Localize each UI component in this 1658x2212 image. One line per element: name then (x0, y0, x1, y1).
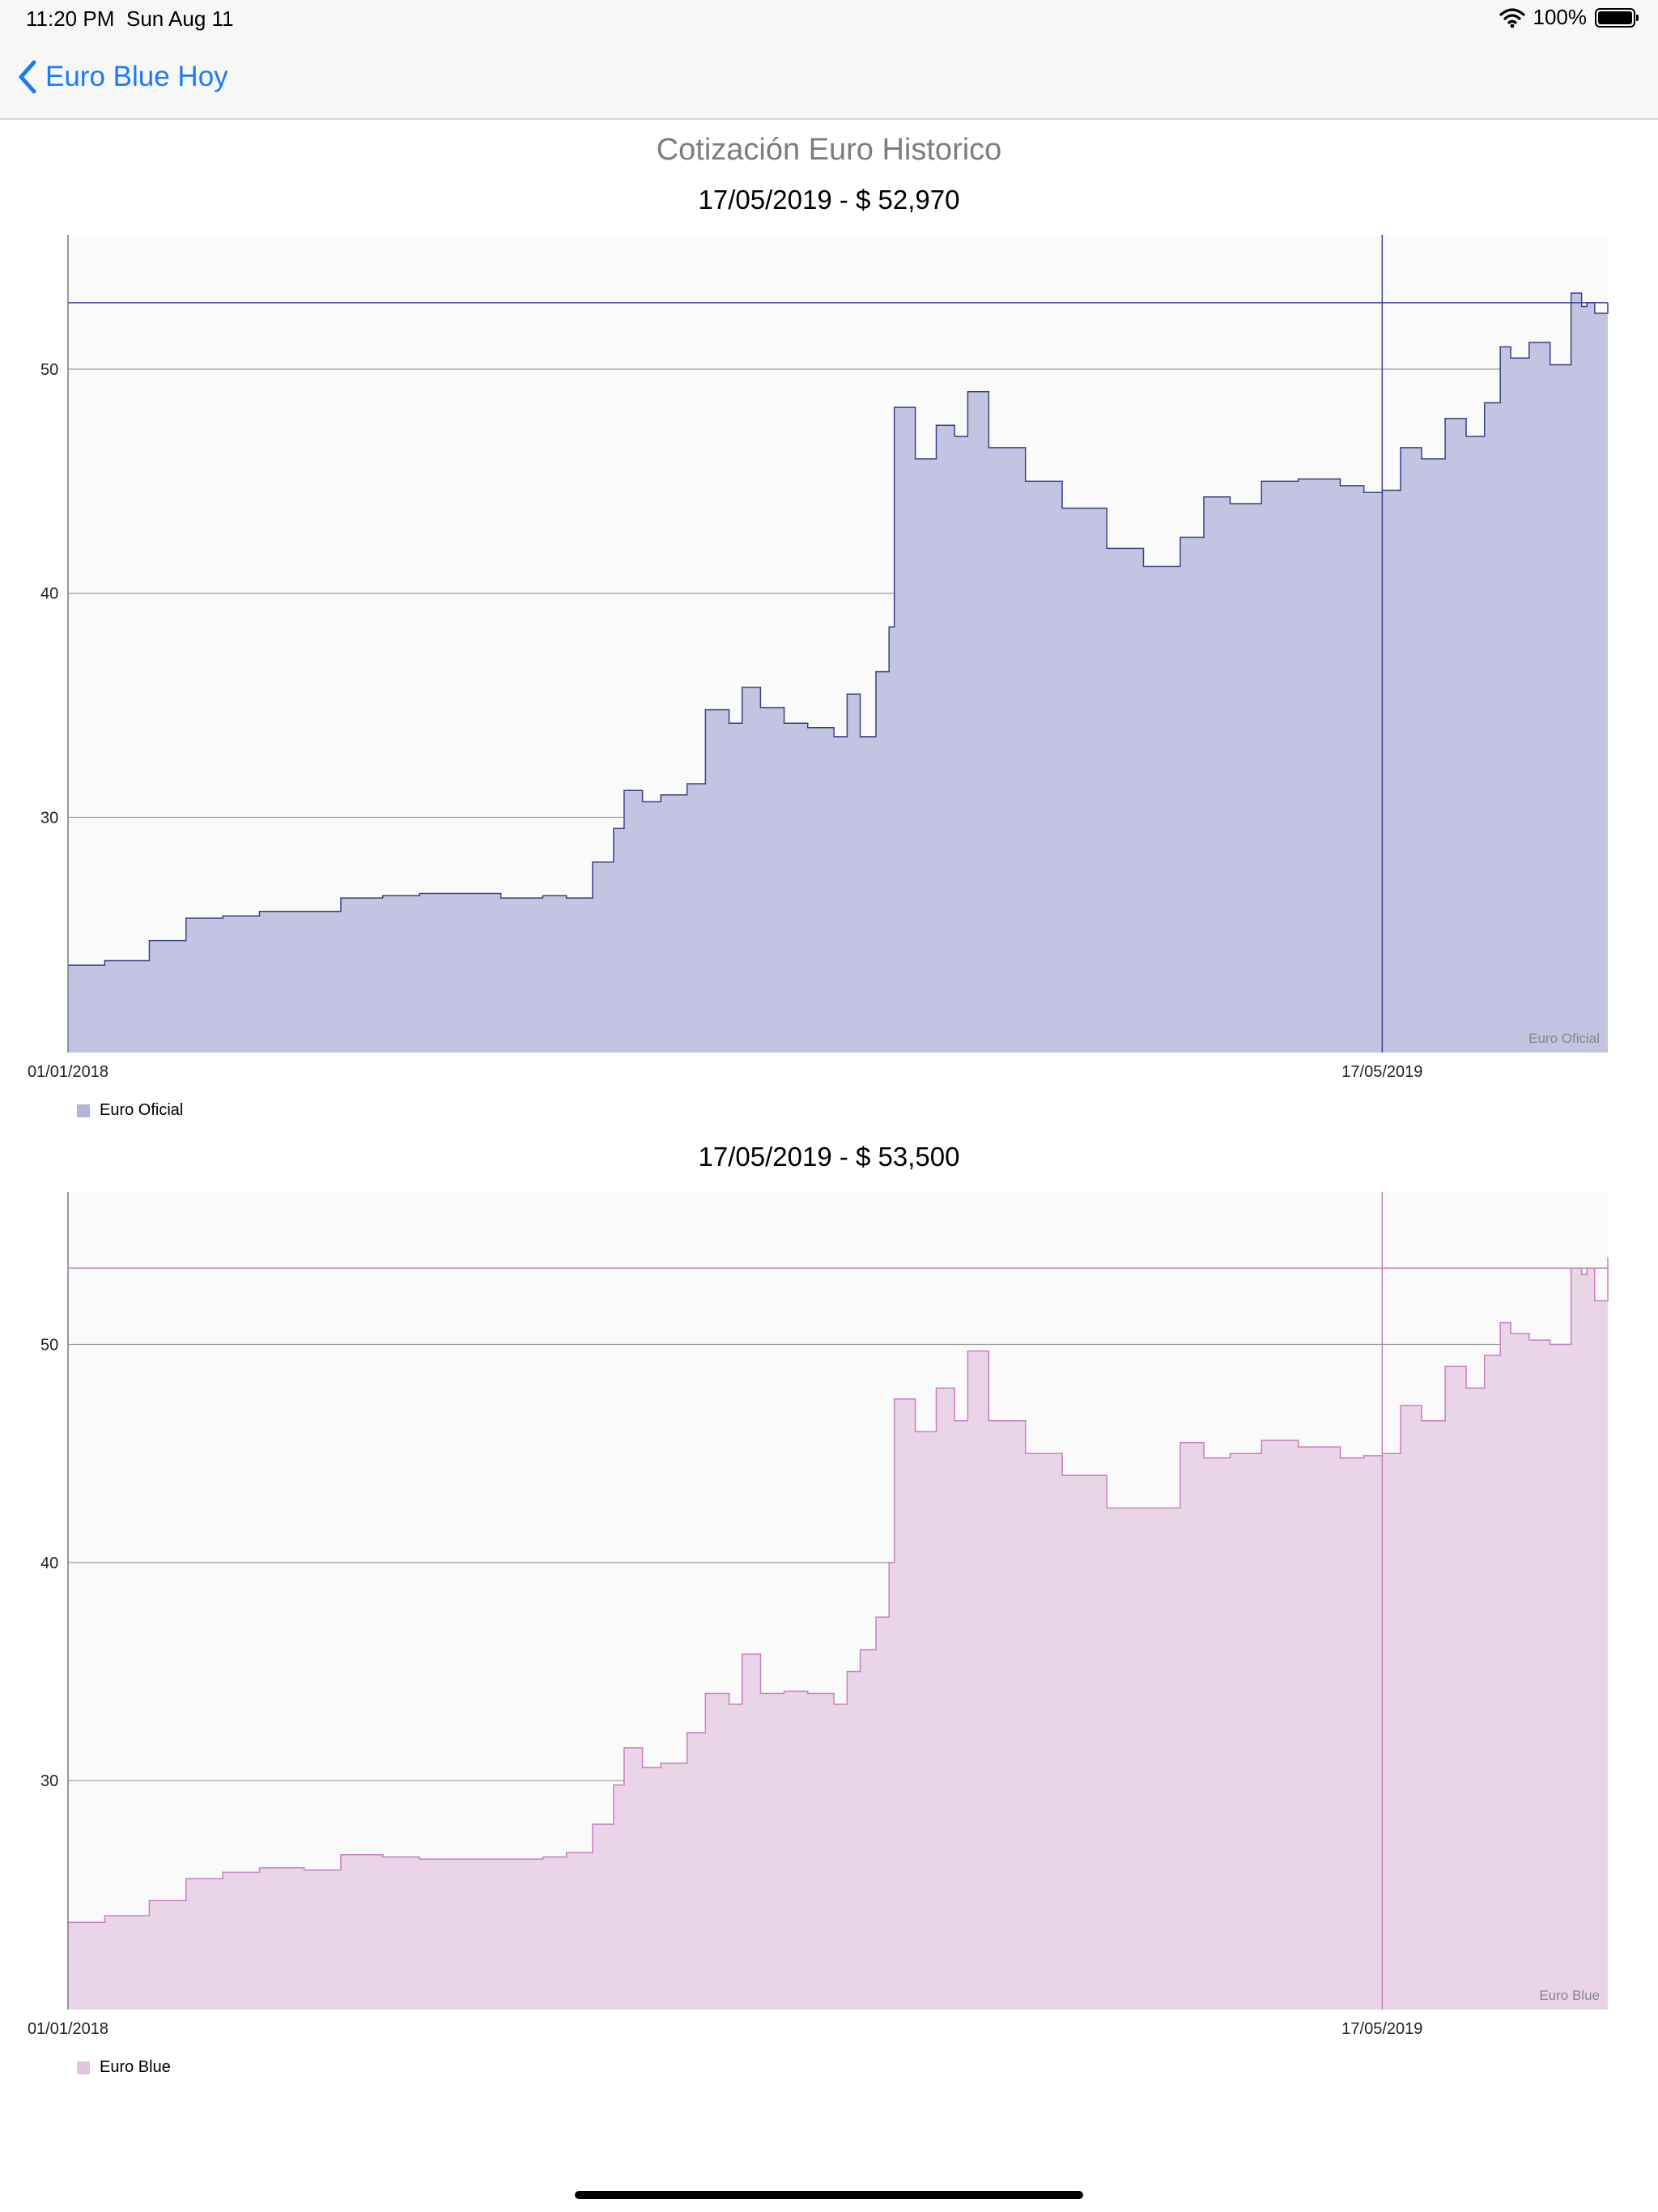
y-tick-label-40: 40 (40, 585, 58, 603)
battery-icon (1595, 7, 1639, 28)
legend-label-euro-blue: Euro Blue (100, 2058, 171, 2076)
euro-blue-chart[interactable]: 30 40 50 01/01/2018 17/05/2019 Euro Blue (0, 1184, 1658, 2082)
chart-1-header: 17/05/2019 - $ 52,970 (698, 185, 960, 215)
x-tick-label-start: 01/01/2018 (28, 1063, 108, 1081)
series-area (68, 1257, 1608, 2010)
chart-watermark: Euro Oficial (1528, 1031, 1600, 1046)
page-title: Cotización Euro Historico (656, 133, 1002, 167)
series-line (68, 1257, 1609, 1924)
back-button[interactable]: Euro Blue Hoy (18, 60, 228, 94)
status-bar: 11:20 PM Sun Aug 11 100% (0, 0, 1658, 39)
chart-watermark: Euro Blue (1539, 1988, 1600, 2003)
x-tick-label-marker: 17/05/2019 (1341, 1063, 1422, 1081)
chart-2-header: 17/05/2019 - $ 53,500 (698, 1142, 960, 1172)
y-tick-label-50: 50 (40, 361, 58, 379)
series-line (68, 292, 1609, 966)
status-time: 11:20 PM (26, 6, 115, 31)
battery-percentage: 100% (1533, 5, 1588, 29)
y-tick-label-40: 40 (40, 1555, 58, 1572)
chart-2-legend: Euro Blue (77, 2058, 171, 2077)
euro-oficial-chart[interactable]: 30 40 50 01/01/2018 17/05/2019 Euro Oficial (0, 227, 1658, 1125)
legend-swatch-euro-oficial (77, 1104, 90, 1117)
x-tick-label-start: 01/01/2018 (28, 2020, 108, 2038)
chevron-left-icon (19, 60, 36, 94)
back-button-label: Euro Blue Hoy (45, 61, 228, 92)
y-tick-label-30: 30 (40, 809, 58, 827)
status-date: Sun Aug 11 (126, 6, 234, 31)
y-tick-label-30: 30 (40, 1772, 58, 1790)
navigation-bar: Euro Blue Hoy (0, 39, 1658, 120)
home-indicator (575, 2191, 1083, 2199)
chart-1-legend: Euro Oficial (77, 1101, 183, 1120)
status-indicators: 100% (1499, 5, 1639, 30)
y-tick-label-50: 50 (40, 1337, 58, 1355)
series-area (68, 292, 1608, 1053)
legend-swatch-euro-blue (77, 2061, 90, 2074)
wifi-icon (1499, 7, 1525, 28)
x-tick-label-marker: 17/05/2019 (1341, 2020, 1422, 2038)
legend-label-euro-oficial: Euro Oficial (100, 1101, 184, 1119)
